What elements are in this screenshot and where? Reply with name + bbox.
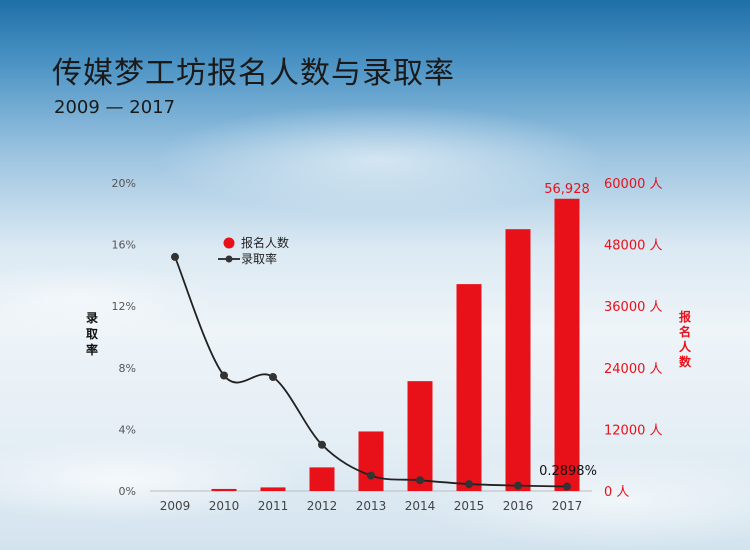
bar-2010	[211, 488, 237, 491]
left-axis-title-char: 率	[86, 342, 98, 357]
line-point-2016	[514, 481, 522, 490]
legend-bar-label: 报名人数	[241, 235, 289, 250]
x-tick-label: 2012	[307, 499, 338, 513]
right-tick-label: 60000 人	[604, 177, 663, 192]
right-axis-title-char: 数	[679, 354, 692, 369]
line-point-2009	[171, 252, 179, 261]
bar-2017	[554, 198, 580, 492]
right-tick-label: 48000 人	[604, 239, 663, 254]
right-tick-label: 0 人	[604, 485, 629, 500]
x-tick-label: 2017	[552, 499, 583, 513]
line-value-label-2017: 0.2898%	[539, 464, 597, 479]
right-tick-label: 12000 人	[604, 423, 663, 438]
line-point-2014	[416, 476, 424, 485]
left-tick-label: 0%	[119, 485, 136, 498]
left-tick-label: 4%	[119, 423, 136, 436]
bar-2014	[407, 381, 433, 491]
x-tick-label: 2016	[503, 499, 534, 513]
bar-2016	[505, 229, 531, 491]
legend-line-label: 录取率	[241, 251, 277, 266]
right-axis-title-char: 名	[679, 324, 691, 339]
x-tick-label: 2014	[405, 499, 436, 513]
right-tick-label: 24000 人	[604, 362, 663, 377]
left-tick-label: 20%	[112, 177, 136, 190]
x-tick-label: 2013	[356, 499, 387, 513]
right-tick-label: 36000 人	[604, 300, 663, 315]
legend-line-dot	[225, 255, 233, 263]
page-title: 传媒梦工坊报名人数与录取率	[52, 56, 455, 91]
left-tick-label: 8%	[119, 362, 136, 375]
line-point-2012	[318, 440, 326, 449]
right-axis-title-char: 人	[679, 339, 692, 354]
left-tick-label: 12%	[112, 300, 136, 313]
legend-bar-marker	[223, 237, 235, 249]
line-point-2015	[465, 480, 473, 489]
bar-2012	[309, 467, 335, 491]
x-tick-label: 2010	[209, 499, 240, 513]
bar-2013	[358, 431, 384, 491]
left-tick-label: 16%	[112, 239, 136, 252]
left-axis-title-char: 取	[86, 327, 98, 341]
right-axis-title-char: 报	[679, 309, 691, 324]
line-point-2017	[563, 482, 571, 491]
bar-2011	[260, 487, 286, 491]
left-axis-title-char: 录	[86, 311, 98, 325]
x-tick-label: 2015	[454, 499, 485, 513]
bar-2015	[456, 284, 482, 491]
line-point-2013	[367, 471, 375, 480]
x-tick-label: 2011	[258, 499, 289, 513]
x-tick-label: 2009	[160, 499, 191, 513]
line-point-2010	[220, 371, 228, 380]
line-point-2011	[269, 373, 277, 382]
page-subtitle: 2009 — 2017	[54, 97, 176, 118]
bar-value-label-2017: 56,928	[544, 182, 590, 197]
